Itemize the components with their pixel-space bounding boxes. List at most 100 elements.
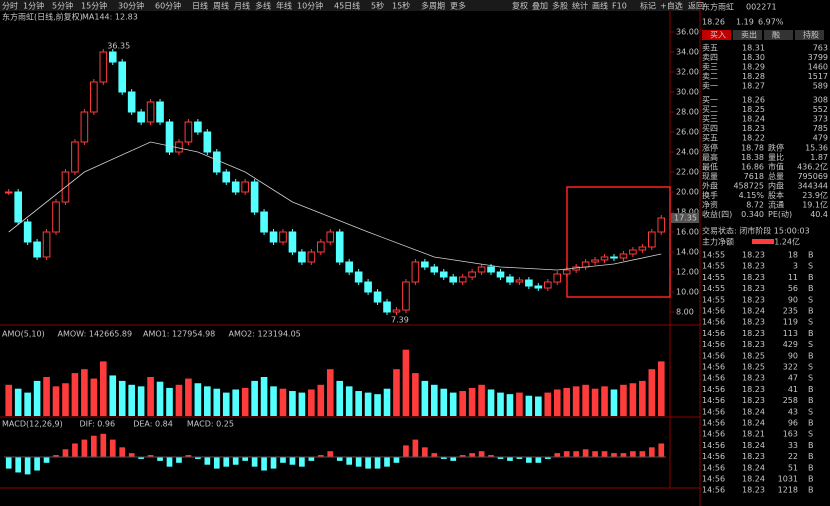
tick-side: B <box>808 475 814 484</box>
macd-bar <box>5 457 12 469</box>
stat-value: 8.72 <box>746 201 764 210</box>
tick-volume: 119 <box>783 318 798 327</box>
book-price: 18.29 <box>742 63 765 72</box>
y-tick-label: 30.00 <box>676 88 699 97</box>
trade-button-bg[interactable] <box>702 30 731 40</box>
toolbar-tab[interactable]: 更多 <box>450 1 466 11</box>
stock-price: 18.26 <box>702 18 725 27</box>
book-label: 买四 <box>702 124 718 133</box>
tick-side: B <box>808 463 814 472</box>
macd-bar <box>34 457 40 471</box>
trade-button[interactable]: 卖出 <box>741 30 757 40</box>
volume-bar <box>52 386 60 416</box>
trade-button-bg[interactable] <box>795 30 824 40</box>
tick-time: 14:55 <box>702 273 725 282</box>
volume-bar <box>118 380 126 416</box>
tick-volume: 163 <box>783 430 798 439</box>
macd-bar <box>185 455 192 457</box>
trade-button-bg[interactable] <box>764 30 793 40</box>
y-tick-label: 32.00 <box>676 68 699 77</box>
toolbar-tab[interactable]: 10分钟 <box>297 1 323 11</box>
candle-body <box>468 271 476 278</box>
macd-bar <box>658 443 665 457</box>
toolbar-button[interactable]: 多股 <box>552 1 568 11</box>
tick-time: 14:56 <box>702 452 725 461</box>
toolbar-tab[interactable]: 45日线 <box>334 1 360 11</box>
volume-bar <box>497 392 504 416</box>
toolbar-tab[interactable]: 多周期 <box>421 1 445 11</box>
indicator-legend: MACD: 0.25 <box>187 420 234 429</box>
toolbar-button[interactable]: 返回 <box>688 2 704 11</box>
tick-side: B <box>808 486 814 495</box>
volume-bar <box>5 384 13 416</box>
book-label: 卖三 <box>702 63 718 72</box>
tick-time: 14:56 <box>702 463 725 472</box>
y-tick-label: 36.00 <box>676 28 699 37</box>
tick-price: 18.24 <box>742 441 765 450</box>
macd-bar <box>611 453 617 457</box>
toolbar-tab[interactable]: 15秒 <box>392 1 410 11</box>
toolbar-tab[interactable]: 15分钟 <box>81 1 107 11</box>
tick-side: S <box>808 363 813 372</box>
trade-status: 交易状态: 闭市阶段 15:00:03 <box>702 226 810 236</box>
macd-bar <box>431 453 438 457</box>
book-price: 18.26 <box>742 96 765 105</box>
toolbar-tab[interactable]: 年线 <box>276 1 292 11</box>
volume-bar <box>289 391 296 416</box>
y-tick-label: 10.00 <box>676 288 699 297</box>
toolbar-tab[interactable]: 5分钟 <box>52 1 73 11</box>
main-net-value: 1.24亿 <box>774 237 800 247</box>
toolbar-button[interactable]: 画线 <box>592 1 608 11</box>
toolbar-tab[interactable]: 分时 <box>2 1 18 11</box>
trade-button[interactable]: 融 <box>772 30 780 40</box>
volume-bar <box>185 378 192 416</box>
candle-body <box>439 271 448 278</box>
candle-body <box>99 51 108 83</box>
volume-bar <box>402 349 410 416</box>
tick-side: B <box>808 307 814 316</box>
tick-price: 18.23 <box>742 385 765 394</box>
stat-label: 净资 <box>702 200 718 210</box>
toolbar-tab[interactable]: 5秒 <box>371 1 384 11</box>
candle-body <box>241 181 249 193</box>
candle-body <box>430 266 439 273</box>
trade-button-bg[interactable] <box>733 30 762 40</box>
book-price: 18.31 <box>742 44 765 53</box>
volume-bar <box>128 384 135 416</box>
main-net-label: 主力净额 <box>702 237 734 247</box>
y-tick-label: 22.00 <box>676 168 699 177</box>
tick-time: 14:56 <box>702 351 725 360</box>
candle-body <box>657 217 666 233</box>
toolbar-button[interactable]: +自选 <box>660 1 683 11</box>
indicator-title: MACD(12,26,9) <box>2 420 63 429</box>
stat-value: 458725 <box>733 182 764 191</box>
toolbar-button[interactable]: 统计 <box>572 1 588 11</box>
toolbar-tab[interactable]: 月线 <box>234 1 250 11</box>
trade-button[interactable]: 买入 <box>710 31 726 40</box>
toolbar-tab[interactable]: 60分钟 <box>155 1 181 11</box>
macd-bar <box>43 457 50 463</box>
toolbar-tab[interactable]: 30分钟 <box>118 1 144 11</box>
volume-bar <box>374 394 381 416</box>
tick-volume: 322 <box>783 363 798 372</box>
stat-label: 外盘 <box>702 181 718 191</box>
toolbar-tab[interactable]: 多线 <box>255 1 271 11</box>
tick-side: S <box>808 374 813 383</box>
toolbar-tab[interactable]: 周线 <box>213 1 229 11</box>
stat-label: 收益(四) <box>702 209 732 219</box>
volume-bar <box>336 380 344 416</box>
toolbar-tab[interactable]: 日线 <box>192 1 208 11</box>
volume-bar <box>99 361 107 416</box>
candle-body <box>307 251 316 263</box>
tick-volume: 1218 <box>778 486 798 495</box>
toolbar-button[interactable]: F10 <box>612 2 627 11</box>
tick-time: 14:56 <box>702 307 725 316</box>
candle-body <box>222 171 231 183</box>
toolbar-button[interactable]: 复权 <box>512 1 528 11</box>
toolbar-button[interactable]: 标记 <box>640 1 656 11</box>
trade-button[interactable]: 持股 <box>803 30 819 40</box>
y-tick-label: 28.00 <box>676 108 699 117</box>
candle-body <box>411 261 420 283</box>
toolbar-button[interactable]: 叠加 <box>532 1 548 11</box>
toolbar-tab[interactable]: 1分钟 <box>23 1 44 11</box>
